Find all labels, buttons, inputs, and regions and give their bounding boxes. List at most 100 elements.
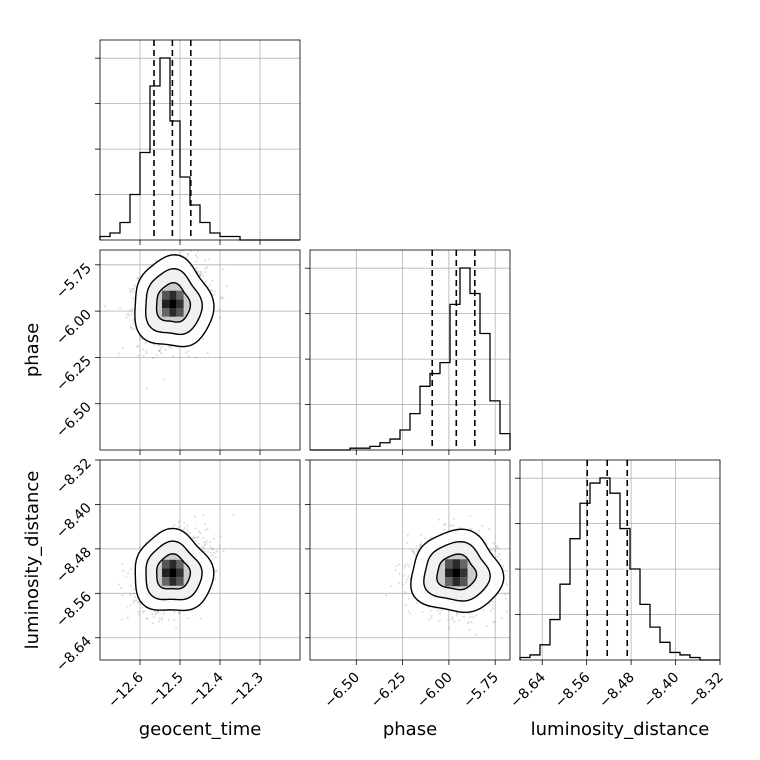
scatter-point [171,355,174,358]
scatter-point [475,614,478,617]
scatter-point [441,609,444,612]
scatter-point [144,341,147,344]
scatter-point [403,564,407,567]
scatter-point [198,542,201,545]
scatter-point [121,594,124,597]
scatter-point [469,514,472,517]
scatter-point [448,626,451,629]
scatter-point [129,584,132,588]
joint-panel-phase-luminosity_distance [309,459,511,661]
scatter-point [199,531,202,535]
scatter-point [136,276,139,280]
scatter-point [466,622,469,625]
scatter-point [212,293,216,296]
scatter-point [152,616,155,619]
scatter-point [185,351,188,354]
scatter-point [130,328,133,331]
scatter-point [189,531,192,535]
scatter-point [138,613,141,616]
scatter-point [132,318,135,321]
density-cell-0-4 [169,308,177,317]
scatter-point [204,544,207,547]
scatter-point [443,523,446,526]
density-cell-2-8 [460,559,468,569]
density-cell-1-7 [162,577,170,586]
scatter-point [415,602,418,605]
scatter-point [200,272,203,275]
scatter-point [145,351,148,354]
scatter-point [468,612,471,615]
density-cell-2-1 [445,568,453,578]
scatter-point [125,575,128,578]
scatter-point [505,610,508,613]
scatter-point [132,601,135,605]
ytick-label-luminosity_distance-1: −8.56 [53,589,95,631]
scatter-point [181,250,184,253]
scatter-point [190,250,193,252]
scatter-point [496,545,499,548]
scatter-point [503,569,506,572]
scatter-point [486,624,489,628]
scatter-point [403,574,406,577]
scatter-point [504,593,507,596]
scatter-point [137,277,140,280]
scatter-point [438,619,441,622]
scatter-point [456,612,459,615]
scatter-point [133,283,136,287]
scatter-point [161,345,164,348]
scatter-point [131,307,134,310]
scatter-point [403,591,406,594]
scatter-point [129,568,132,571]
scatter-point [219,535,223,538]
scatter-point [213,551,216,555]
density-cell-2-2 [460,568,468,578]
scatter-point [136,345,139,348]
ytick-label-phase-3: −5.75 [53,260,95,302]
scatter-point [132,287,135,290]
density-cell-2-6 [460,577,468,587]
scatter-point [186,256,189,259]
density-cell-1-6 [176,577,184,586]
scatter-point [132,323,135,326]
scatter-point [129,309,132,312]
scatter-point [413,552,416,555]
scatter-point [430,536,433,539]
scatter-point [103,305,107,308]
scatter-point [142,348,145,351]
scatter-point [129,326,132,329]
scatter-point [390,585,393,588]
scatter-point [194,539,197,543]
scatter-point [178,611,181,615]
scatter-point [156,353,159,356]
xtick-label-luminosity_distance-4: −8.32 [685,670,727,712]
hist-panel-phase [305,249,511,451]
scatter-point [187,355,190,358]
scatter-point [119,587,123,590]
scatter-point [437,609,440,612]
scatter-point [452,524,455,527]
scatter-point [467,621,470,624]
scatter-point [218,316,221,319]
scatter-point [214,570,217,573]
contour-line-2-2 [436,553,478,591]
scatter-point [203,550,206,553]
scatter-point [403,566,406,569]
scatter-point [196,536,199,539]
scatter-point [160,619,163,622]
scatter-point [444,523,447,527]
scatter-point [492,607,495,610]
scatter-point [385,594,388,597]
contour-line-0-1 [145,267,203,336]
scatter-point [173,611,176,614]
scatter-point [186,524,189,527]
scatter-point [156,610,159,613]
scatter-point [129,604,132,607]
scatter-point [193,536,196,540]
scatter-point [128,288,131,291]
scatter-point [137,354,140,357]
scatter-point [120,618,123,621]
scatter-point [158,349,161,352]
xtick-label-phase-3: −5.75 [460,670,502,712]
scatter-point [212,548,215,551]
scatter-point [453,620,456,623]
